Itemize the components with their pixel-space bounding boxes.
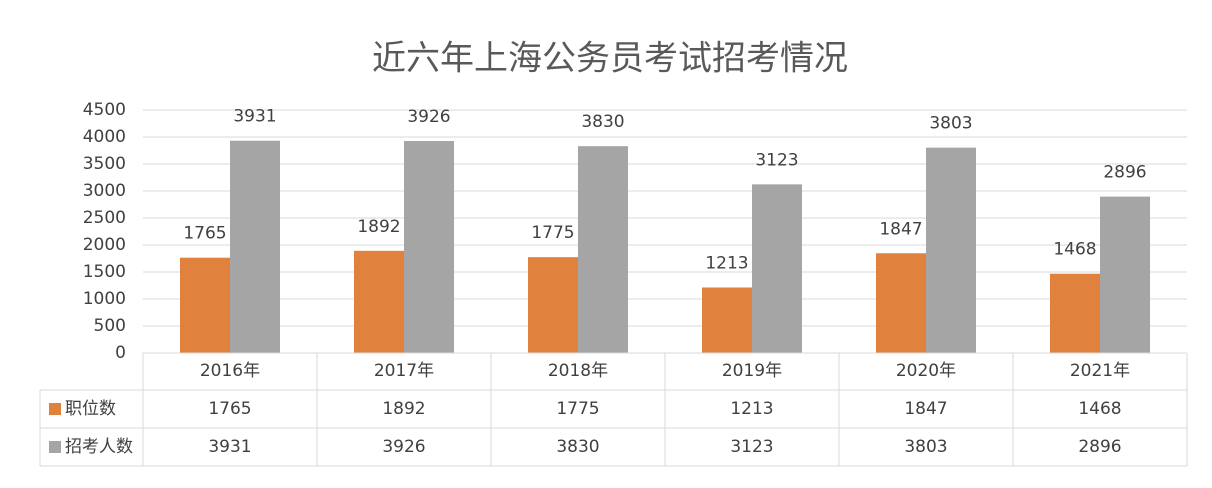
bar [1050,273,1100,353]
bar [752,184,802,353]
table-value: 3830 [556,437,599,457]
table-value: 1892 [382,399,425,419]
y-tick-label: 4000 [83,127,126,147]
table-value: 1847 [904,399,947,419]
x-tick-label: 2021年 [1070,361,1130,381]
table-value: 1775 [556,399,599,419]
table-value: 3931 [208,437,251,457]
table-value: 2896 [1078,437,1121,457]
y-tick-label: 1000 [83,289,126,309]
y-tick-label: 4500 [83,100,126,120]
y-tick-label: 2500 [83,208,126,228]
x-tick-label: 2020年 [896,361,956,381]
data-label: 3123 [755,150,798,170]
legend-label: 招考人数 [65,437,133,457]
bar [180,257,230,353]
data-label: 1775 [531,223,574,243]
data-label: 1213 [705,253,748,273]
x-tick-label: 2017年 [374,361,434,381]
table-value: 3926 [382,437,425,457]
legend-swatch [49,441,61,453]
chart-title: 近六年上海公务员考试招考情况 [372,39,848,79]
bar [578,146,628,353]
x-tick-label: 2016年 [200,361,260,381]
x-tick-label: 2018年 [548,361,608,381]
data-label: 2896 [1103,163,1146,183]
bar [354,250,404,353]
y-tick-label: 2000 [83,235,126,255]
bar [926,147,976,353]
bar [404,140,454,353]
bar [702,287,752,353]
data-label: 3803 [929,114,972,134]
data-label: 1765 [183,224,226,244]
bar [528,257,578,353]
y-tick-label: 0 [115,343,126,363]
data-label: 3830 [581,112,624,132]
table-value: 1213 [730,399,773,419]
x-tick-label: 2019年 [722,361,782,381]
bar [230,140,280,353]
y-tick-label: 3000 [83,181,126,201]
y-tick-label: 500 [94,316,126,336]
legend-swatch [49,403,61,415]
data-label: 1892 [357,217,400,237]
bar [1100,196,1150,353]
legend-label: 职位数 [65,399,116,419]
table-value: 1468 [1078,399,1121,419]
table-value: 1765 [208,399,251,419]
y-tick-label: 1500 [83,262,126,282]
y-tick-label: 3500 [83,154,126,174]
table-value: 3803 [904,437,947,457]
bar [876,253,926,353]
table-value: 3123 [730,437,773,457]
data-label: 1468 [1053,240,1096,260]
data-label: 1847 [879,219,922,239]
data-label: 3931 [233,107,276,127]
data-label: 3926 [407,107,450,127]
